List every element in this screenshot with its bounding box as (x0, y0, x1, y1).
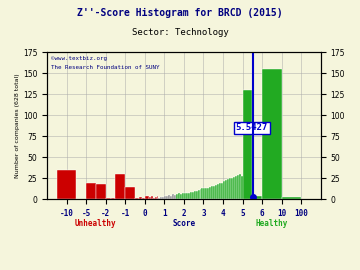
Bar (170, 196, 172, 199)
Bar (139, 197, 142, 199)
Bar (153, 198, 154, 199)
Bar (203, 188, 206, 199)
Bar (149, 197, 150, 199)
Bar (198, 190, 199, 199)
Bar (221, 183, 223, 199)
Bar (229, 178, 231, 199)
Bar (96, 184, 106, 199)
Bar (211, 186, 213, 199)
Bar (116, 174, 125, 199)
Bar (154, 197, 157, 199)
Bar (240, 176, 250, 199)
Bar (213, 186, 215, 199)
Text: Z''-Score Histogram for BRCD (2015): Z''-Score Histogram for BRCD (2015) (77, 8, 283, 18)
Text: Healthy: Healthy (256, 219, 288, 228)
Bar (168, 195, 170, 199)
Bar (237, 175, 239, 199)
Text: Score: Score (172, 219, 195, 228)
Text: 5.5427: 5.5427 (235, 123, 268, 132)
Bar (209, 187, 211, 199)
Bar (106, 198, 111, 199)
Bar (186, 193, 188, 199)
Bar (111, 198, 116, 199)
Bar (188, 193, 190, 199)
Bar (243, 90, 252, 199)
Bar (180, 194, 182, 199)
Bar (162, 197, 164, 199)
Bar (125, 187, 135, 199)
Bar (142, 198, 145, 199)
Bar (225, 180, 227, 199)
Bar (158, 198, 161, 199)
Bar (262, 69, 282, 199)
Bar (57, 170, 76, 199)
Text: The Research Foundation of SUNY: The Research Foundation of SUNY (51, 65, 159, 70)
Bar (135, 198, 139, 199)
Bar (223, 181, 225, 199)
Bar (192, 192, 194, 199)
Bar (190, 192, 192, 199)
Y-axis label: Number of companies (628 total): Number of companies (628 total) (15, 73, 20, 178)
Bar (182, 194, 184, 199)
Bar (231, 177, 233, 199)
Bar (282, 197, 301, 199)
Bar (233, 177, 235, 199)
Bar (219, 183, 221, 199)
Bar (86, 183, 96, 199)
Bar (202, 188, 203, 199)
Text: ©www.textbiz.org: ©www.textbiz.org (51, 56, 107, 62)
Bar (217, 184, 219, 199)
Bar (150, 196, 153, 199)
Bar (174, 195, 176, 199)
Bar (176, 194, 178, 199)
Bar (194, 191, 195, 199)
Bar (145, 196, 149, 199)
Bar (157, 196, 158, 199)
Bar (164, 196, 166, 199)
Bar (184, 194, 186, 199)
Bar (235, 176, 237, 199)
Bar (178, 194, 180, 199)
Text: Sector: Technology: Sector: Technology (132, 28, 228, 37)
Bar (199, 189, 202, 199)
Bar (161, 197, 162, 199)
Bar (207, 188, 209, 199)
Bar (239, 174, 240, 199)
Bar (195, 191, 198, 199)
Text: Unhealthy: Unhealthy (75, 219, 117, 228)
Bar (172, 194, 174, 199)
Bar (227, 179, 229, 199)
Bar (166, 196, 168, 199)
Bar (252, 196, 262, 199)
Bar (215, 185, 217, 199)
Bar (206, 188, 207, 199)
